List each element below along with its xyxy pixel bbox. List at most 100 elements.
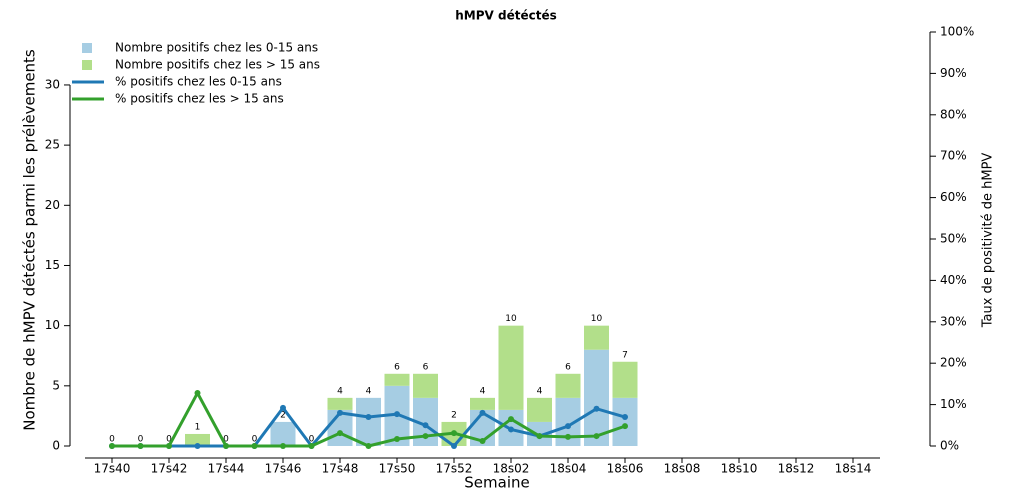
point [479,409,486,416]
total-label: 0 [166,435,172,445]
y2-tick-label: 60% [940,190,967,204]
x-axis-title: Semaine [464,474,529,492]
legend-label: Nombre positifs chez les 0-15 ans [115,41,318,55]
point [365,414,372,421]
x-tick-label: 18s08 [664,462,701,476]
point [280,443,286,449]
bar [498,325,524,410]
bar [612,397,638,446]
point [337,430,343,437]
x-tick-label: 18s04 [550,462,587,476]
total-label: 4 [537,386,543,396]
point [508,426,514,433]
total-label: 0 [309,435,315,445]
point [593,405,600,412]
point [451,443,457,449]
point [422,433,429,440]
total-label: 10 [591,314,603,324]
point [394,435,400,442]
point [479,438,486,445]
total-label: 4 [337,386,343,396]
point [536,433,543,440]
point [422,422,429,429]
total-label: 0 [223,435,229,445]
bar [555,373,581,398]
x-tick-label: 18s14 [835,462,872,476]
legend-label: % positifs chez les > 15 ans [115,92,284,106]
legend-swatch [82,60,92,70]
y2-tick-label: 90% [940,66,967,80]
point [508,416,514,423]
total-label: 0 [252,435,258,445]
point [251,443,258,449]
total-label: 2 [280,410,286,420]
total-label: 7 [622,350,628,360]
y2-tick-label: 80% [940,107,967,121]
total-label: 6 [423,362,429,372]
x-tick-label: 18s02 [493,462,530,476]
legend-label: % positifs chez les 0-15 ans [115,75,282,89]
x-tick-label: 18s06 [607,462,644,476]
bar [413,373,438,398]
y-tick-label: 30 [45,77,60,91]
total-label: 10 [505,314,517,324]
point [365,443,372,449]
y-tick-label: 0 [52,439,60,453]
legend-label: Nombre positifs chez les > 15 ans [115,58,320,72]
point [593,433,600,440]
legend-swatch [82,43,92,53]
y2-tick-label: 70% [940,149,967,163]
y2-tick-label: 0% [940,439,959,453]
y-tick-label: 20 [45,198,60,212]
x-tick-label: 17s52 [436,462,473,476]
bar [584,349,609,446]
y2-axis-title: Taux de positivité de hMPV [981,153,996,329]
point [565,423,571,430]
y-tick-label: 25 [45,138,60,152]
point [280,404,286,411]
y2-tick-label: 10% [940,397,967,411]
point [622,423,628,430]
chart-title: hMPV détéctés [455,9,556,23]
point [565,433,571,440]
bar [612,361,638,398]
point [622,414,628,421]
bar [384,373,410,386]
y2-tick-label: 100% [940,25,974,39]
bar [527,397,552,422]
y-tick-label: 15 [45,258,60,272]
point [394,411,400,418]
x-tick-label: 18s12 [778,462,815,476]
total-label: 4 [480,386,486,396]
point [337,409,343,416]
x-tick-label: 17s44 [208,462,245,476]
total-label: 6 [394,362,400,372]
x-tick-label: 17s50 [379,462,416,476]
y-axis-title: Nombre de hMPV détéctés parmi les prélèv… [21,49,39,431]
y2-tick-label: 40% [940,273,967,287]
bar [185,433,210,446]
y2-tick-label: 50% [940,232,967,246]
y-tick-label: 10 [45,318,60,332]
point [194,443,201,449]
total-label: 0 [109,435,115,445]
bar [327,397,353,410]
point [166,443,172,449]
total-label: 6 [565,362,571,372]
bar [356,397,381,446]
total-label: 2 [451,410,457,420]
bar [584,325,609,350]
point [109,443,115,449]
x-tick-label: 18s10 [721,462,758,476]
point [308,443,315,449]
x-tick-label: 17s42 [151,462,188,476]
x-tick-label: 17s46 [265,462,302,476]
bar [327,409,353,446]
total-label: 1 [195,422,201,432]
x-tick-label: 17s40 [94,462,131,476]
bar [470,397,495,410]
y2-tick-label: 30% [940,314,967,328]
point [451,430,457,437]
point [137,443,144,449]
